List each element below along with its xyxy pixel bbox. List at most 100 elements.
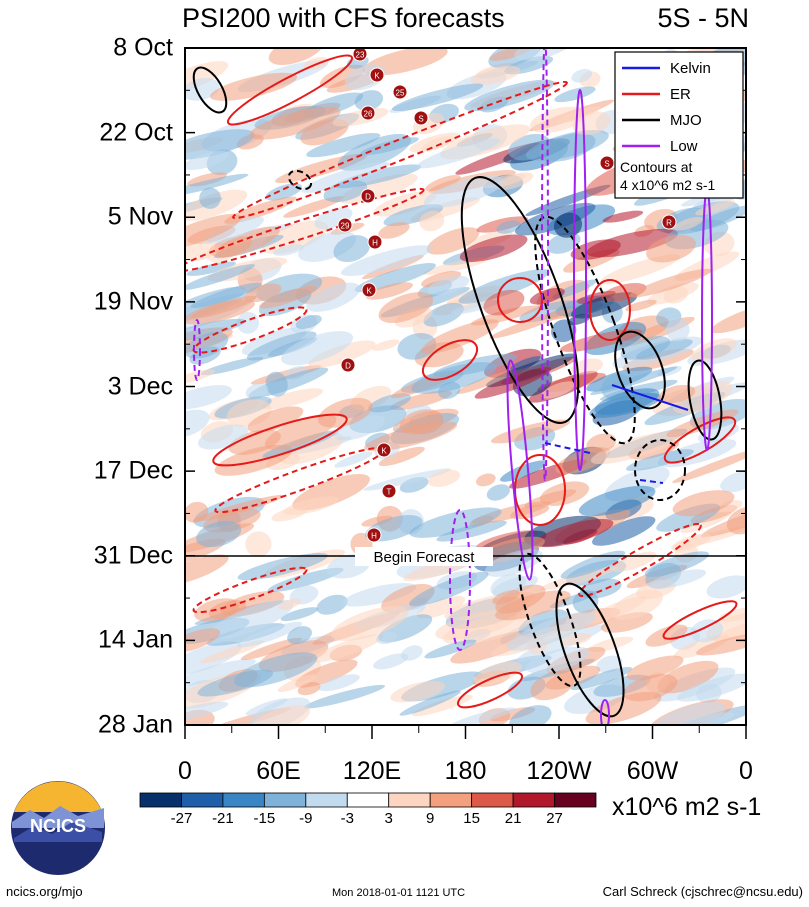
shade-blob [706, 611, 746, 641]
storm-label: 25 [396, 89, 405, 98]
chart-title: PSI200 with CFS forecasts [182, 3, 505, 33]
logo-mountains-front [14, 822, 102, 842]
shade-blob [555, 447, 611, 475]
mjo-contour [687, 359, 723, 441]
shade-blob [376, 631, 397, 645]
x-tick-label: 60W [626, 757, 679, 785]
shade-blob [308, 340, 376, 368]
shade-blob [360, 137, 419, 156]
mjo-contour [614, 330, 666, 410]
shade-blob [237, 553, 328, 581]
shade-blob [690, 619, 723, 643]
shade-blob [409, 132, 461, 153]
shade-blob [317, 397, 373, 428]
storm-marker: S [599, 155, 615, 171]
legend-label-mjo: MJO [670, 112, 702, 129]
legend: Kelvin ER MJO Low Contours at 4 x10^6 m2 s-… [614, 51, 744, 199]
storm-marker: 23 [352, 48, 368, 62]
shade-blob [554, 86, 596, 103]
storm-label: D [345, 362, 351, 371]
kelvin-contour [611, 384, 689, 411]
shade-blob [334, 451, 373, 468]
colorbar-units: x10^6 m2 s-1 [612, 793, 762, 821]
storm-marker: T [381, 483, 397, 499]
shade-blob [185, 240, 216, 262]
shade-blob [629, 268, 712, 298]
er-contour [185, 187, 425, 273]
er-contour [514, 454, 566, 526]
er-contour [663, 416, 737, 464]
shade-blob [490, 419, 571, 444]
shade-blob [456, 371, 512, 394]
shade-blob [260, 388, 323, 410]
shade-blob [249, 107, 341, 140]
mjo-contour [460, 176, 580, 424]
storm-marker: K [369, 67, 385, 83]
storm-label: K [366, 287, 372, 296]
shade-blob [706, 575, 746, 599]
colorbar-swatch [222, 792, 265, 808]
shade-blob [265, 183, 302, 201]
shade-blob [283, 196, 344, 218]
colorbar-swatch [471, 792, 514, 808]
shade-blob [247, 406, 304, 433]
shade-blob [185, 264, 255, 290]
shade-blob [203, 216, 264, 245]
shade-blob [420, 270, 462, 288]
shade-blob [245, 383, 269, 400]
low-contour [193, 319, 201, 381]
shade-blob [295, 314, 322, 329]
shade-blob [411, 694, 473, 717]
shade-blob [248, 705, 311, 725]
shade-blob [492, 590, 520, 605]
begin-forecast-label: Begin Forecast [374, 549, 476, 566]
er-contour [212, 413, 348, 467]
shade-blob [570, 358, 604, 376]
shade-blob [399, 690, 461, 716]
colorbar-swatch [388, 792, 431, 808]
mjo-contour [555, 582, 625, 718]
shade-blob [586, 433, 617, 453]
shade-blob [330, 606, 409, 642]
shade-blob [306, 282, 361, 312]
shade-blob [411, 362, 497, 394]
x-tick-label: 180 [444, 757, 487, 785]
shade-blob [185, 77, 220, 101]
shade-blob [450, 707, 516, 725]
er-contour [589, 279, 631, 341]
shade-blob [267, 567, 344, 593]
shade-blob [601, 282, 647, 302]
storm-label: S [604, 160, 609, 169]
shade-blob [216, 226, 280, 258]
shade-blob [197, 669, 274, 697]
shade-blob [676, 673, 746, 702]
shade-blob [648, 569, 707, 589]
shade-blob [185, 173, 249, 198]
shade-blob [476, 473, 496, 487]
footer-url[interactable]: ncics.org/mjo [6, 884, 83, 899]
mjo-contour [192, 66, 228, 114]
shade-blob [585, 691, 662, 725]
shade-blob [409, 571, 489, 607]
shade-blob [720, 471, 746, 493]
shade-blob [496, 220, 521, 234]
y-tick-label: 17 Dec [93, 456, 173, 485]
shade-blob [671, 533, 711, 552]
shade-blob [185, 129, 255, 160]
shade-blob [342, 582, 417, 607]
shade-blob [665, 317, 690, 342]
storm-label: 29 [341, 222, 350, 231]
shade-blob [240, 637, 303, 661]
er-contour [232, 80, 568, 220]
kelvin-contour [639, 479, 664, 484]
shade-blob [301, 161, 390, 193]
er-contour [226, 54, 354, 126]
shade-blob [442, 613, 532, 645]
shade-blob [210, 72, 298, 101]
shade-blob [185, 501, 209, 523]
shade-blob [221, 591, 285, 617]
legend-label-low: Low [670, 138, 698, 155]
shade-blob [561, 633, 592, 646]
shade-blob [185, 369, 216, 384]
